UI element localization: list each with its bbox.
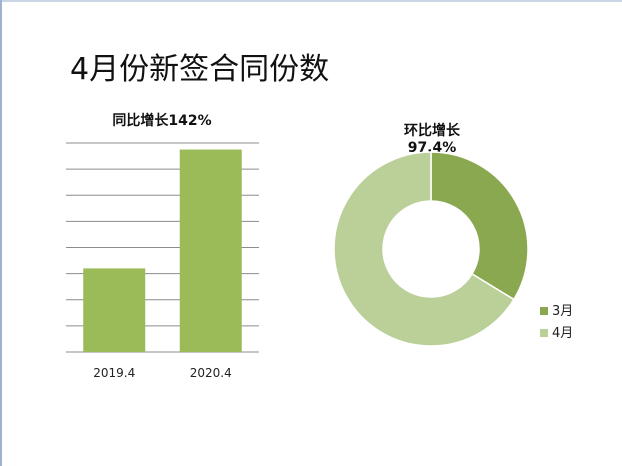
- x-tick-label: 2020.4: [190, 366, 232, 380]
- legend-label: 4月: [552, 326, 573, 341]
- bar-2019.4: [83, 268, 146, 352]
- legend-swatch: [540, 307, 548, 315]
- donut-slice-march: [430, 151, 529, 301]
- slide-border-top: [0, 0, 622, 2]
- slide-border-left: [0, 0, 2, 466]
- page-title: 4月份新签合同份数: [70, 52, 330, 87]
- bar-chart-title: 同比增长142%: [112, 113, 212, 129]
- legend-label: 3月: [552, 304, 573, 319]
- legend-swatch: [540, 329, 548, 337]
- bar-2020.4: [179, 149, 242, 352]
- x-tick-label: 2019.4: [93, 366, 135, 380]
- donut-slice-april: [333, 151, 515, 347]
